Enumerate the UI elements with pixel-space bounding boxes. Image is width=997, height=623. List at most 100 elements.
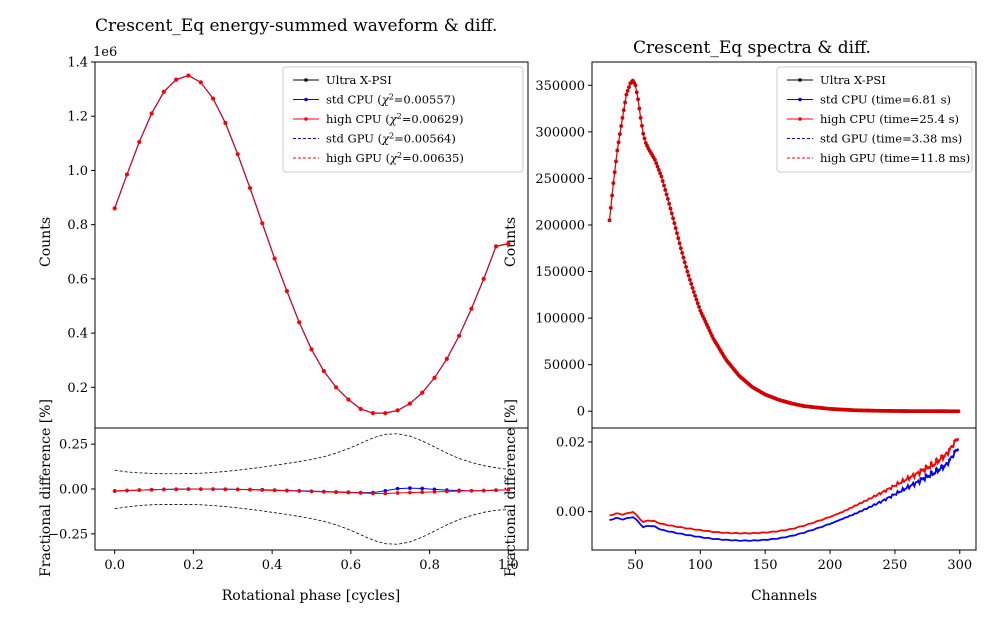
left-high-diff-point [223, 487, 228, 492]
left-high-diff-point [420, 490, 425, 495]
legend-frame [776, 66, 973, 173]
right-data-point [685, 269, 690, 274]
right-data-point [676, 236, 681, 241]
right-high-diff-point [953, 439, 957, 443]
right-high-diff-point [942, 454, 946, 458]
left-data-point [260, 221, 265, 226]
left-data-point [284, 288, 289, 294]
left-bottom-ylabel: Fractional difference [%] [38, 399, 54, 577]
legend-frame [282, 66, 524, 173]
right-std-diff-point [947, 458, 951, 462]
left-high-diff-point [432, 490, 437, 494]
left-top-ytick-label: 0.6 [67, 272, 88, 287]
right-xtick-label: 100 [688, 558, 713, 573]
right-high-diff-point [932, 463, 936, 467]
left-xtick-label: 0.2 [183, 558, 204, 573]
left-xtick-label: 0.4 [262, 558, 283, 573]
right-data-point [689, 281, 694, 286]
right-std-diff-point [953, 450, 957, 454]
right-data-point [691, 290, 696, 294]
left-high-diff-point [371, 491, 375, 496]
left-top-ytick-label: 1.4 [67, 56, 88, 71]
right-data-point [619, 124, 624, 128]
left-high-diff-point [322, 490, 326, 494]
legend-entry-label: std GPU (χ2=0.00564) [326, 131, 456, 146]
left-xtick-label: 0.0 [104, 558, 125, 573]
right-chart-title: Crescent_Eq spectra & diff. [633, 38, 871, 58]
left-high-diff-point [383, 491, 388, 496]
left-bottom-ytick-label: 0.25 [59, 438, 88, 453]
legend-marker [304, 117, 308, 121]
left-data-point [334, 385, 339, 390]
left-high-diff-point [395, 491, 400, 495]
left-data-point [358, 406, 363, 412]
left-std-diff-point [420, 486, 425, 491]
left-data-point [161, 89, 166, 94]
right-data-point [615, 148, 620, 153]
right-xtick-label: 150 [753, 558, 778, 573]
right-data-point [654, 161, 659, 166]
right-high-diff-point [929, 461, 933, 465]
left-high-diff-point [149, 487, 154, 492]
left-data-point [321, 368, 326, 374]
right-std-diff-point [927, 474, 931, 478]
right-high-diff-point [937, 459, 941, 463]
right-data-point [697, 305, 701, 309]
left-high-diff-point [112, 488, 117, 493]
left-data-point [297, 320, 302, 325]
left-data-point [174, 77, 179, 82]
left-high-diff-point [506, 487, 511, 492]
left-data-point [469, 306, 474, 311]
right-data-point [611, 181, 616, 185]
legend-entry-label: std CPU (time=6.81 s) [820, 93, 951, 107]
left-y-offset-label: 1e6 [93, 45, 117, 60]
left-data-point [124, 172, 130, 177]
right-xtick-label: 300 [947, 558, 972, 573]
legend-marker [798, 78, 802, 82]
right-top-ytick-label: 350000 [535, 79, 585, 94]
right-std-diff-point [940, 464, 944, 468]
right-data-point [653, 157, 657, 162]
left-high-diff-point [162, 487, 166, 492]
right-data-point [612, 170, 617, 175]
left-data-point [210, 96, 216, 101]
right-data-point [662, 183, 666, 188]
left-std-diff-point [432, 487, 437, 492]
legend-marker [304, 97, 308, 102]
right-data-point [623, 100, 627, 105]
left-high-diff-point [272, 488, 277, 493]
left-top-ytick-label: 0.8 [67, 218, 88, 233]
right-data-point [686, 273, 691, 278]
legend-entry-label: high CPU (time=25.4 s) [820, 112, 959, 126]
right-data-point [633, 83, 638, 88]
right-data-point [642, 136, 647, 141]
legend-entry-label: Ultra X-PSI [820, 73, 886, 87]
left-chart-title: Crescent_Eq energy-summed waveform & dif… [95, 16, 497, 36]
left-data-point [395, 408, 400, 413]
left-high-diff-point [174, 487, 179, 492]
left-high-diff-point [199, 487, 203, 491]
left-data-point [383, 410, 388, 416]
right-data-point [675, 231, 679, 236]
right-data-point [634, 90, 639, 95]
right-std-diff-point [929, 470, 933, 474]
right-data-point [680, 251, 685, 255]
right-data-point [614, 159, 618, 164]
right-xtick-label: 200 [818, 558, 843, 573]
right-data-point [638, 115, 643, 120]
left-high-diff-point [309, 489, 314, 494]
left-std-diff-point [383, 488, 388, 493]
left-high-diff-point [445, 489, 449, 494]
right-std-diff-point [942, 464, 946, 468]
left-high-diff-point [457, 489, 461, 493]
left-high-diff-point [260, 488, 265, 492]
right-data-point [956, 409, 961, 414]
right-high-diff-point [950, 444, 954, 448]
right-data-point [607, 218, 612, 223]
left-high-diff-point [235, 487, 240, 492]
right-high-diff-line [609, 437, 960, 535]
right-data-point [668, 206, 673, 211]
right-data-point [682, 260, 687, 265]
left-std-diff-point [395, 486, 400, 491]
left-xtick-label: 0.8 [419, 558, 440, 573]
